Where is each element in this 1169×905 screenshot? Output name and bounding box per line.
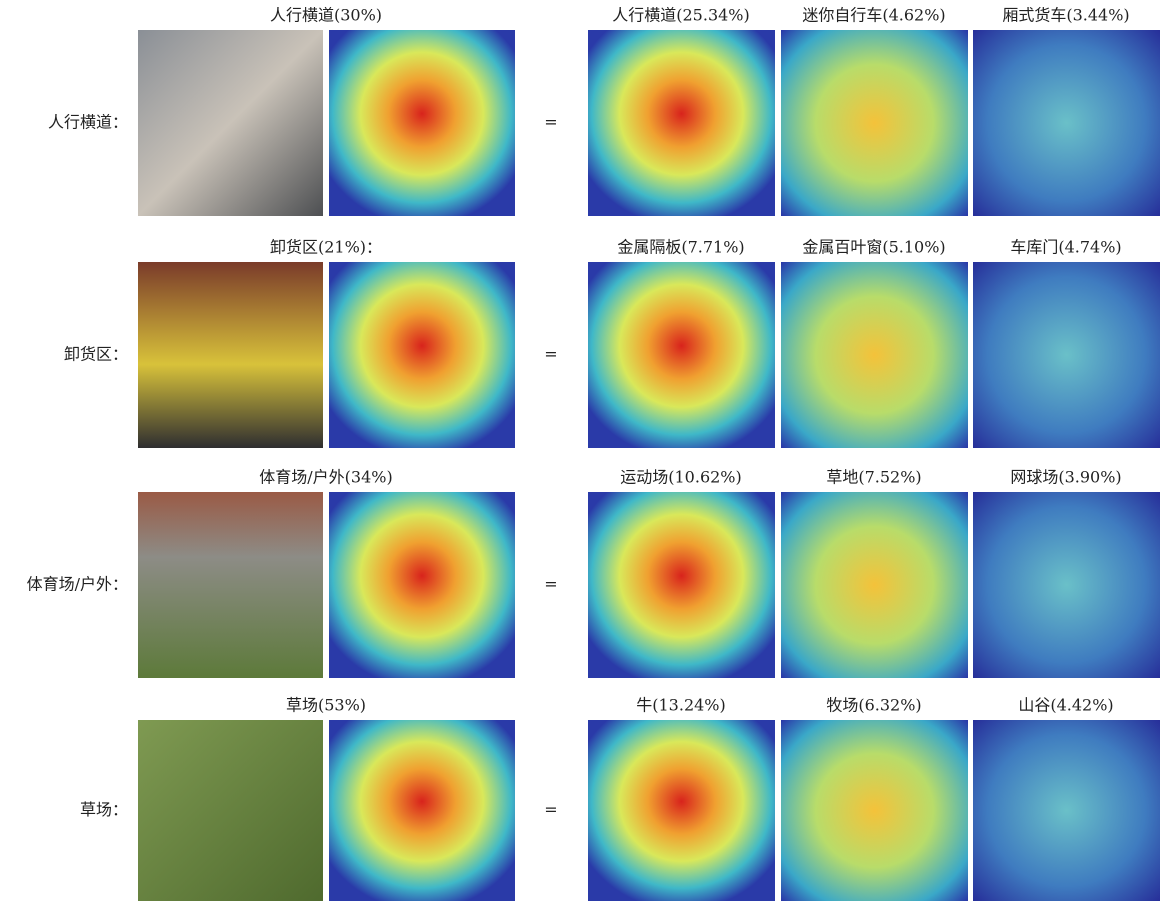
part-caption: 山谷(4.42%) [1018,696,1113,715]
part-caption: 金属百叶窗(5.10%) [802,238,945,257]
part-heatmap [588,262,775,448]
part-heatmap [588,720,775,901]
row-label: 人行横道： [48,113,128,132]
part-heatmap [973,492,1160,678]
caption: 体育场/户外(34%) [259,468,392,487]
equals-sign: = [544,800,557,819]
part-caption: 车库门(4.74%) [1010,238,1121,257]
part-caption: 网球场(3.90%) [1010,468,1121,487]
figure: 人行横道： 人行横道(30%) = 人行横道(25.34%) 迷你自行车(4.62%) 厢… [0,0,1169,901]
row-label: 卸货区： [64,345,128,364]
photo [138,262,323,448]
equals-sign: = [544,345,557,364]
heatmap [329,30,515,216]
part-caption: 牧场(6.32%) [826,696,921,715]
part-heatmap [781,30,968,216]
heatmap [329,720,515,901]
part-caption: 草地(7.52%) [826,468,921,487]
caption: 卸货区(21%)： [270,238,382,257]
equals-sign: = [544,575,557,594]
photo [138,720,323,901]
row-label: 体育场/户外： [27,575,128,594]
equals-sign: = [544,113,557,132]
part-heatmap [588,492,775,678]
part-heatmap [973,30,1160,216]
part-heatmap [973,720,1160,901]
caption: 草场(53%) [286,696,366,715]
heatmap [329,262,515,448]
part-heatmap [781,262,968,448]
part-caption: 金属隔板(7.71%) [617,238,744,257]
heatmap [329,492,515,678]
part-caption: 运动场(10.62%) [620,468,742,487]
part-caption: 迷你自行车(4.62%) [802,6,945,25]
caption: 人行横道(30%) [270,6,382,25]
part-heatmap [973,262,1160,448]
part-caption: 人行横道(25.34%) [612,6,750,25]
row-label: 草场： [80,800,128,819]
part-heatmap [781,720,968,901]
part-caption: 厢式货车(3.44%) [1002,6,1129,25]
part-caption: 牛(13.24%) [636,696,726,715]
part-heatmap [588,30,775,216]
part-heatmap [781,492,968,678]
photo [138,492,323,678]
photo [138,30,323,216]
